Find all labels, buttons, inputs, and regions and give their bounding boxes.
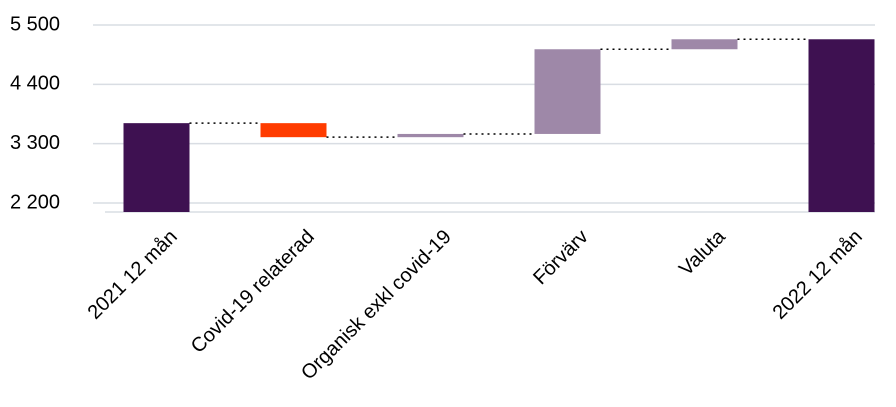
x-tick-label: Organisk exkl covid-19 xyxy=(297,226,456,385)
x-tick-label: Covid-19 relaterad xyxy=(187,226,319,358)
bar xyxy=(671,39,738,50)
y-tick-label: 3 300 xyxy=(10,132,60,154)
bar xyxy=(123,123,190,212)
y-tick-label: 5 500 xyxy=(10,13,60,35)
bar xyxy=(397,133,464,138)
bar xyxy=(808,39,875,213)
x-tick-label: Förvärv xyxy=(529,226,592,289)
x-tick-label: 2022 12 mån xyxy=(769,226,867,324)
x-tick-label: Valuta xyxy=(675,225,730,280)
bar xyxy=(260,123,327,138)
y-tick-label: 4 400 xyxy=(10,73,60,95)
x-tick-label: 2021 12 mån xyxy=(84,226,182,324)
bar xyxy=(534,49,601,134)
y-tick-label: 2 200 xyxy=(10,191,60,213)
